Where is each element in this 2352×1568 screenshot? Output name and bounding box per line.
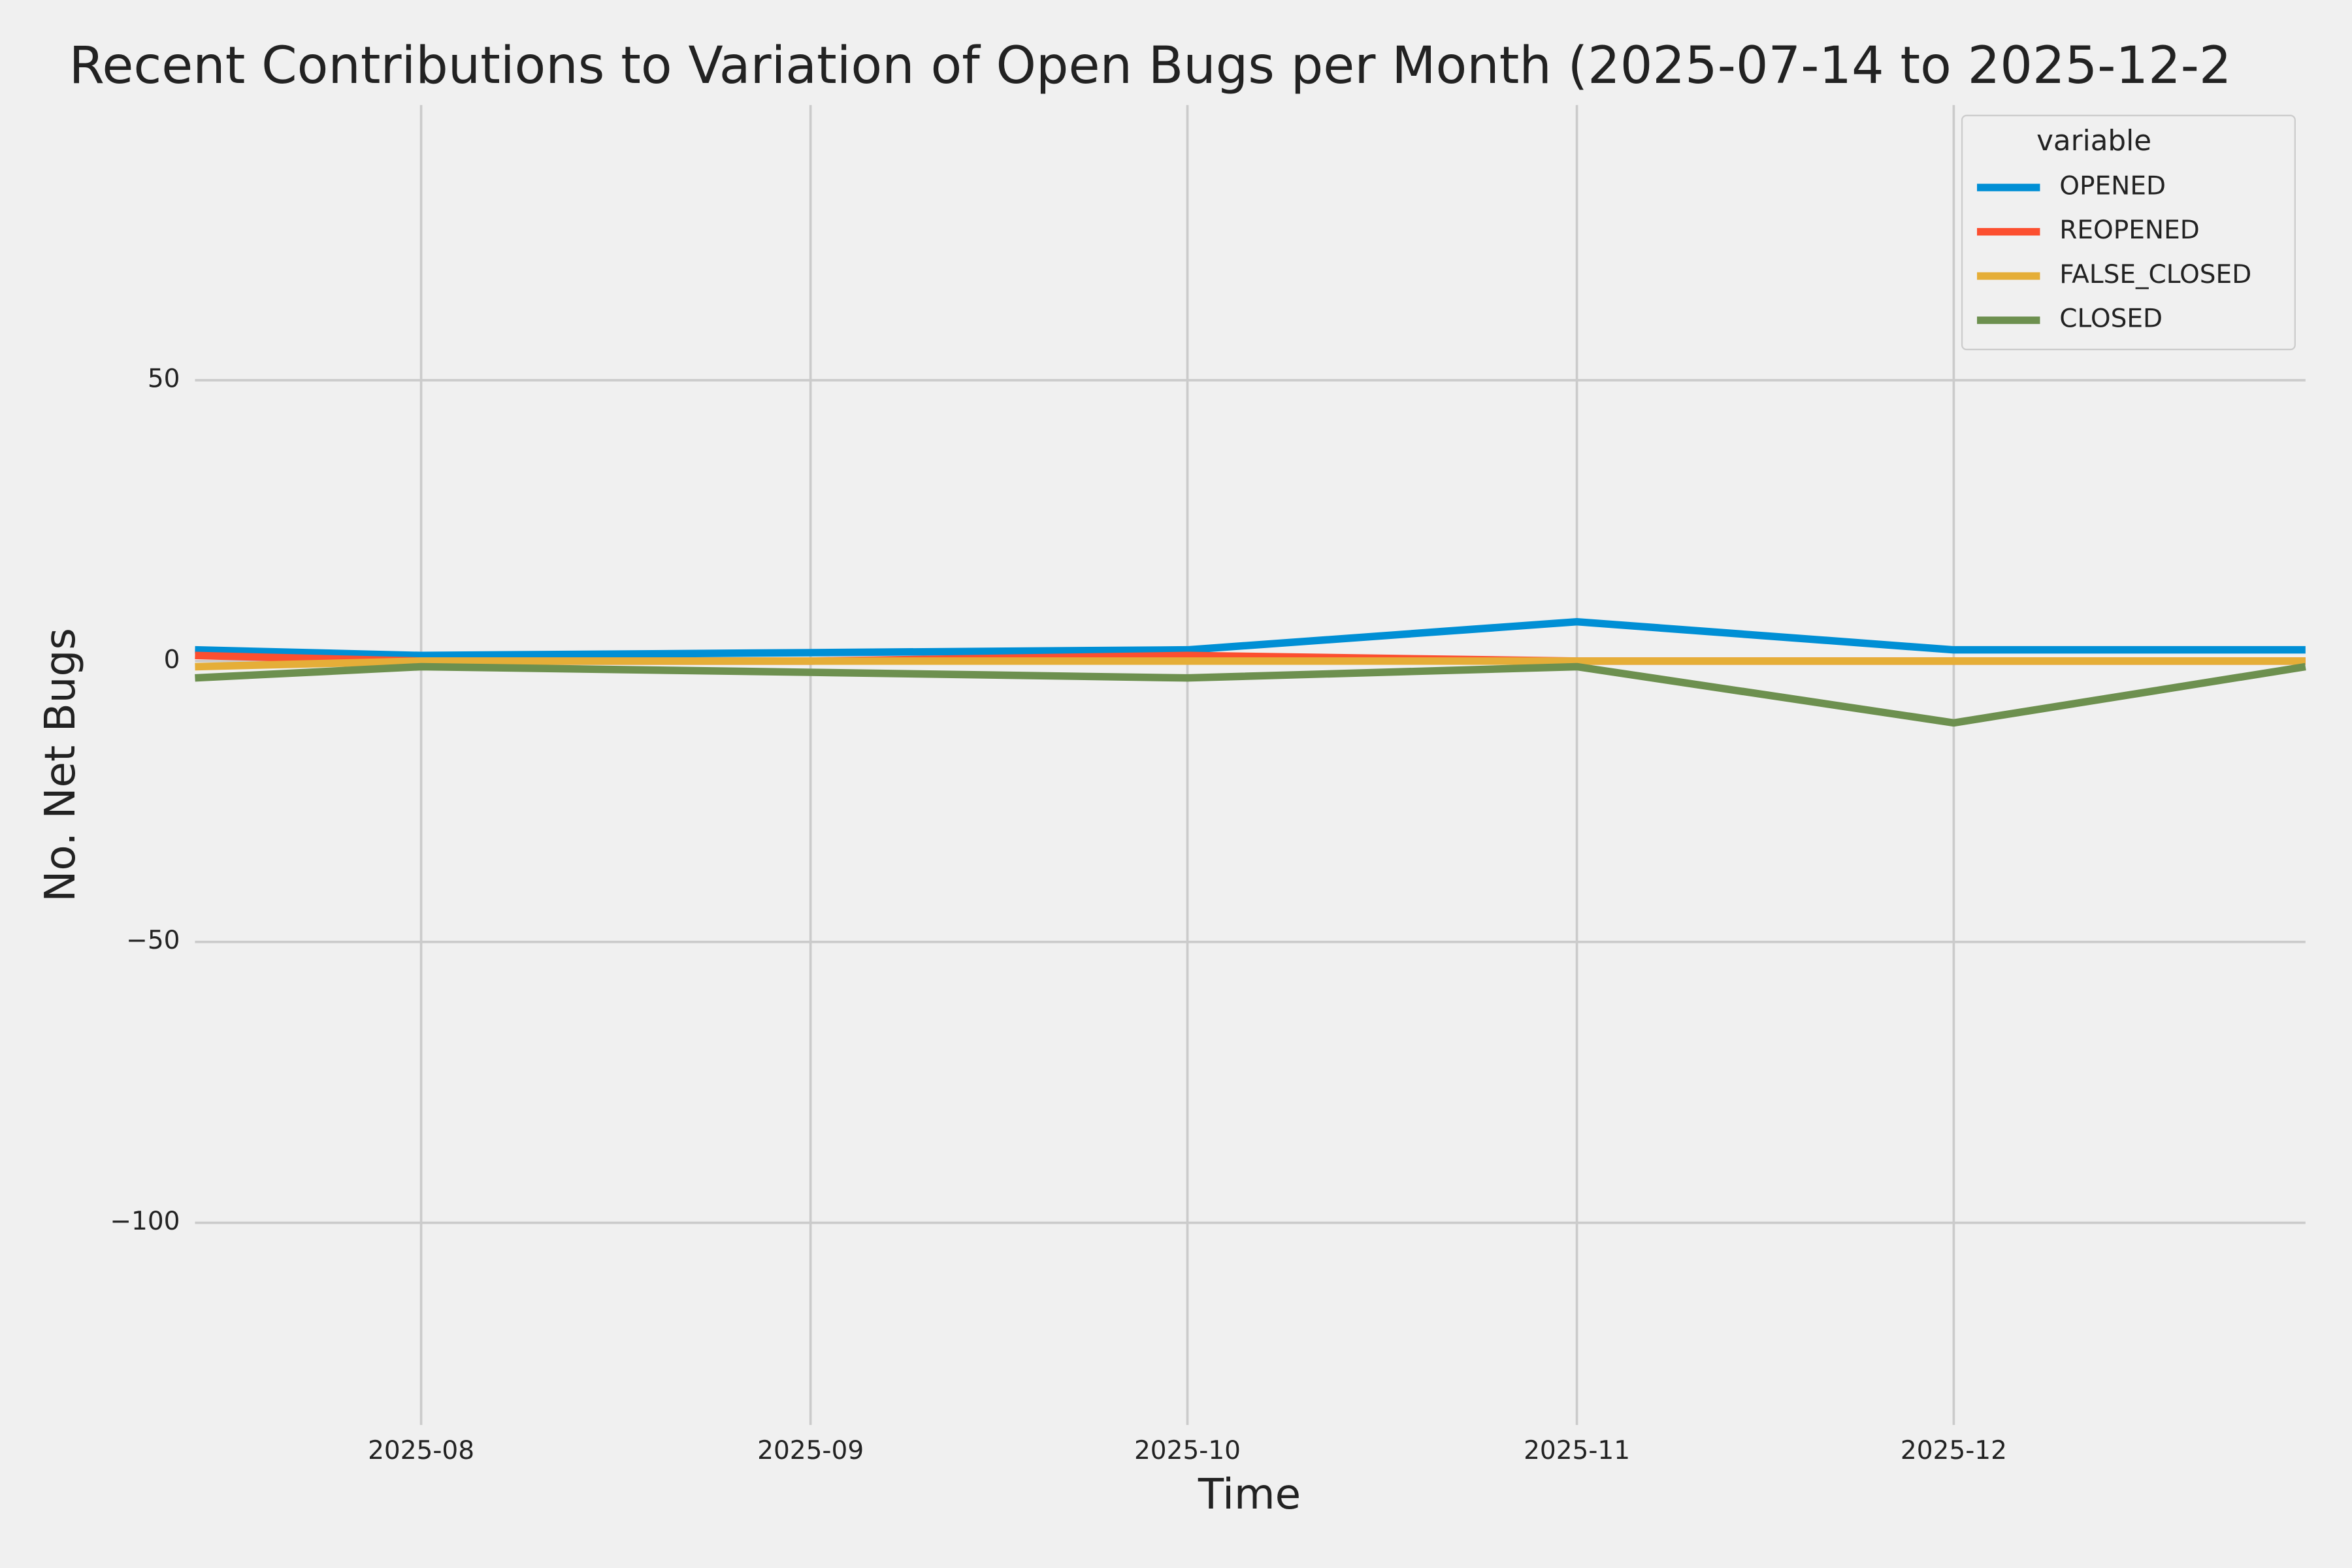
legend-box xyxy=(1961,114,2296,351)
y-tick-label: 0 xyxy=(164,645,180,674)
y-tick-label: 50 xyxy=(148,364,180,393)
x-tick-label: 2025-09 xyxy=(757,1436,864,1465)
legend-label: FALSE_CLOSED xyxy=(2059,260,2251,289)
legend: variable OPENED REOPENED FALSE_CLOSED CLOSED xyxy=(1961,114,2296,351)
x-tick-label: 2025-11 xyxy=(1524,1436,1630,1465)
x-tick-label: 2025-10 xyxy=(1134,1436,1241,1465)
legend-label: OPENED xyxy=(2059,171,2166,201)
x-tick-label: 2025-12 xyxy=(1901,1436,2007,1465)
x-tick-label: 2025-08 xyxy=(368,1436,474,1465)
legend-label: CLOSED xyxy=(2059,304,2163,334)
y-tick-label: −50 xyxy=(126,926,180,955)
lines xyxy=(195,617,2306,727)
series-line xyxy=(195,662,2306,727)
series-line xyxy=(195,657,2306,671)
chart-title: Recent Contributions to Variation of Ope… xyxy=(69,37,2232,95)
y-tick-label: −100 xyxy=(110,1207,180,1236)
x-axis-label: Time xyxy=(1198,1470,1301,1519)
legend-label: REOPENED xyxy=(2059,216,2200,245)
legend-title: variable xyxy=(2036,125,2151,157)
series-line xyxy=(195,617,2306,660)
y-axis-label: No. Net Bugs xyxy=(36,628,85,902)
